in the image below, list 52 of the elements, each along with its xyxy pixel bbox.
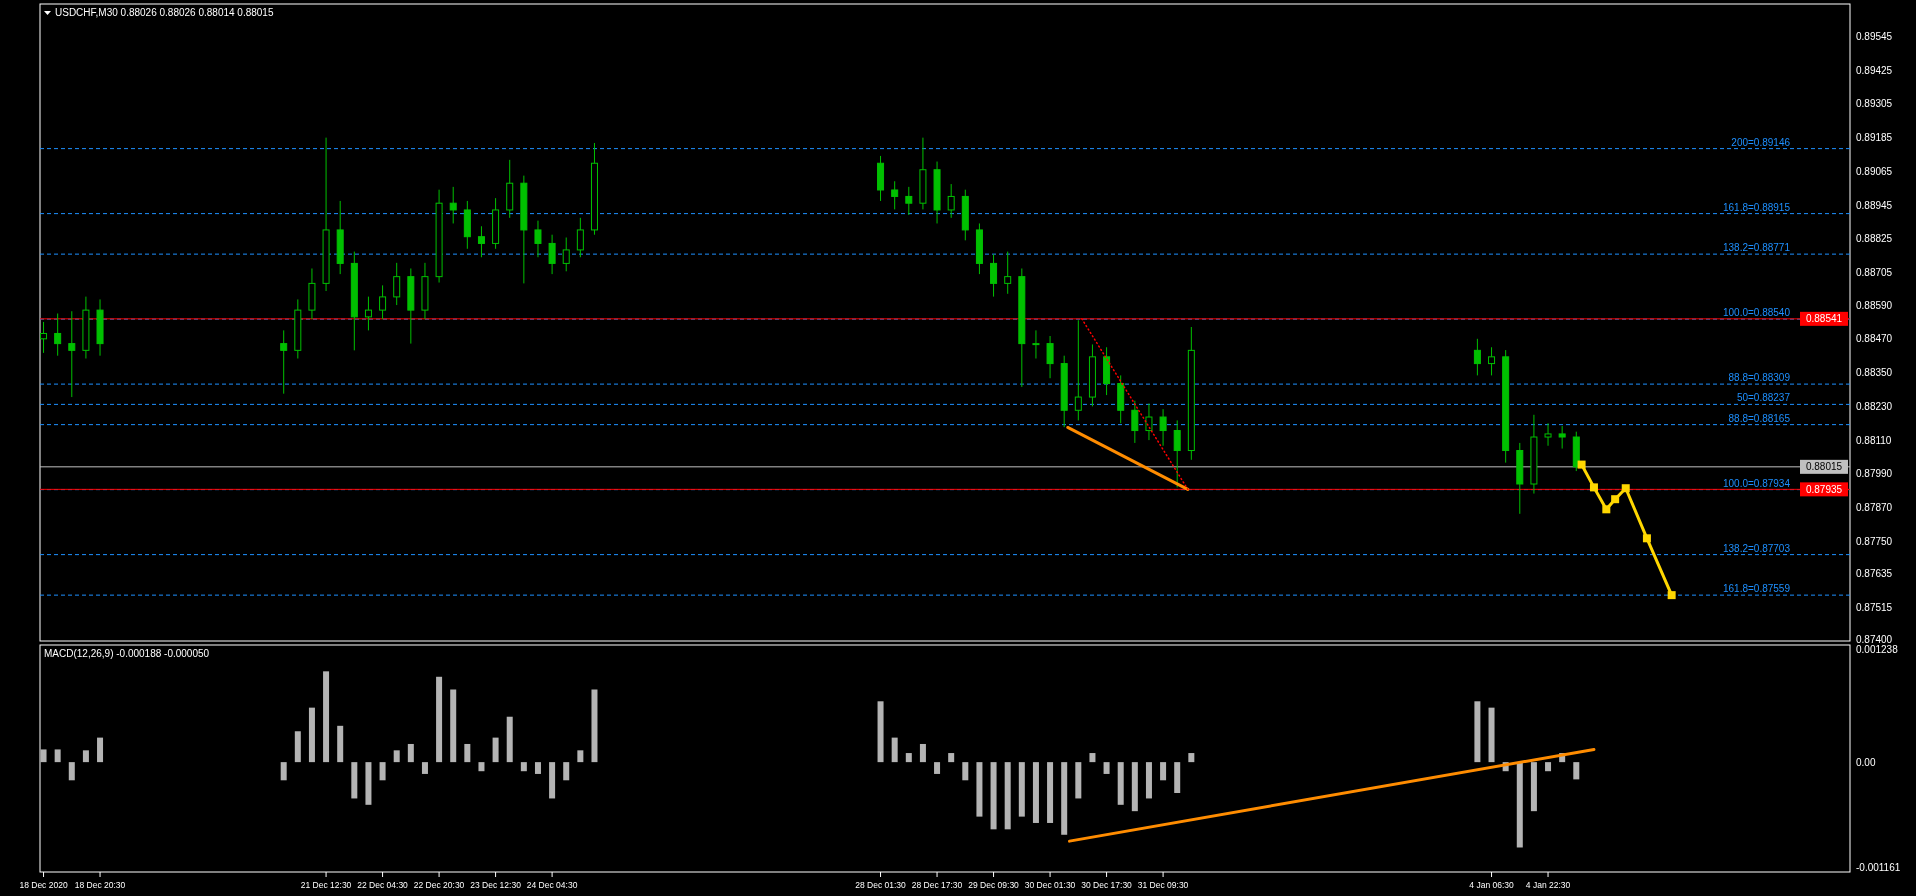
ref-line-label: 161.8=0.88915 — [1722, 201, 1791, 213]
x-tick-label: 30 Dec 01:30 — [1024, 880, 1076, 890]
x-tick-label: 31 Dec 09:30 — [1137, 880, 1189, 890]
y-tick-label: 0.87870 — [1856, 502, 1893, 514]
y-tick-label: 0.87990 — [1856, 468, 1893, 480]
ref-line-label: 161.8=0.87559 — [1722, 583, 1791, 595]
ref-line-label: 138.2=0.87703 — [1722, 542, 1791, 554]
y-tick-label: 0.88705 — [1856, 267, 1893, 279]
ref-line-label: 0.88541 — [1805, 313, 1843, 325]
x-tick-label: 29 Dec 09:30 — [968, 880, 1020, 890]
x-tick-label: 28 Dec 01:30 — [855, 880, 907, 890]
y-tick-label: 0.87515 — [1856, 602, 1893, 614]
x-tick-label: 22 Dec 20:30 — [413, 880, 465, 890]
x-tick-label: 18 Dec 2020 — [19, 880, 68, 890]
y-tick-label: 0.88110 — [1856, 434, 1892, 446]
ref-line-label: 0.88015 — [1805, 461, 1843, 473]
ref-line-label: 100.0=0.88540 — [1722, 307, 1791, 319]
y-tick-label: 0.88825 — [1856, 233, 1893, 245]
chart-title: MACD(12,26,9) -0.000188 -0.000050 — [44, 648, 210, 659]
x-tick-label: 4 Jan 06:30 — [1469, 880, 1515, 890]
ref-line-label: 138.2=0.88771 — [1722, 242, 1791, 254]
chart-title: USDCHF,M30 0.88026 0.88026 0.88014 0.88015 — [55, 7, 274, 18]
x-tick-label: 21 Dec 12:30 — [300, 880, 352, 890]
x-tick-label: 28 Dec 17:30 — [911, 880, 963, 890]
ref-line-label: 88.8=0.88165 — [1728, 412, 1791, 424]
x-tick-label: 23 Dec 12:30 — [470, 880, 522, 890]
y-tick-label: 0.89545 — [1856, 30, 1893, 42]
y-tick-label: 0.88590 — [1856, 299, 1893, 311]
ref-line-label: 0.87935 — [1805, 483, 1843, 495]
ref-line-label: 50=0.88237 — [1736, 392, 1791, 404]
y-tick-label: 0.88230 — [1856, 400, 1893, 412]
x-tick-label: 4 Jan 22:30 — [1525, 880, 1571, 890]
x-tick-label: 22 Dec 04:30 — [357, 880, 409, 890]
y-tick-label: 0.89425 — [1856, 64, 1893, 76]
y-tick-label: 0.87750 — [1856, 535, 1893, 547]
ref-line-label: 200=0.89146 — [1731, 136, 1791, 148]
y-tick-label: 0.87635 — [1856, 568, 1893, 580]
y-tick-label: 0.89185 — [1856, 132, 1893, 144]
y-tick-label: -0.001161 — [1856, 862, 1901, 874]
y-tick-label: 0.88470 — [1856, 333, 1893, 345]
y-tick-label: 0.89305 — [1856, 98, 1893, 110]
x-tick-label: 18 Dec 20:30 — [74, 880, 126, 890]
ref-line-label: 88.8=0.88309 — [1728, 372, 1791, 384]
y-tick-label: 0.89065 — [1856, 165, 1893, 177]
y-tick-label: 0.88350 — [1856, 367, 1893, 379]
x-tick-label: 24 Dec 04:30 — [526, 880, 578, 890]
ref-line-label: 100.0=0.87934 — [1722, 477, 1791, 489]
y-tick-label: 0.00 — [1856, 756, 1876, 768]
y-tick-label: 0.87400 — [1856, 634, 1893, 646]
x-tick-label: 30 Dec 17:30 — [1081, 880, 1133, 890]
y-tick-label: 0.001238 — [1856, 644, 1899, 656]
y-tick-label: 0.88945 — [1856, 199, 1893, 211]
